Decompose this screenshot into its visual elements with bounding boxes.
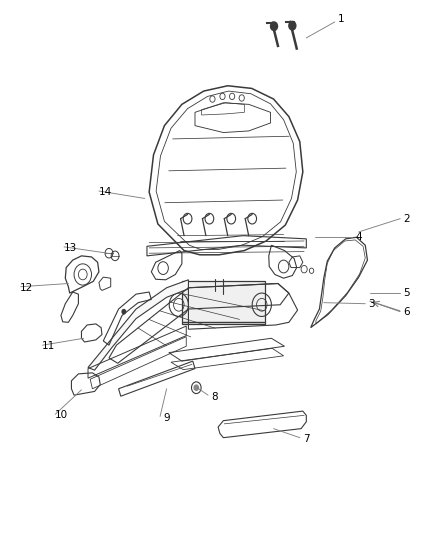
Text: 11: 11 [42, 341, 55, 351]
Text: 3: 3 [368, 298, 375, 309]
Circle shape [122, 310, 126, 314]
Polygon shape [88, 280, 188, 370]
Text: 10: 10 [55, 410, 68, 421]
Text: 14: 14 [99, 187, 112, 197]
Text: 6: 6 [403, 306, 410, 317]
Text: 12: 12 [20, 283, 34, 293]
Text: 2: 2 [403, 214, 410, 224]
Circle shape [289, 21, 296, 30]
Text: 8: 8 [211, 392, 218, 402]
Text: 13: 13 [64, 243, 77, 253]
Circle shape [194, 385, 198, 390]
Text: 1: 1 [338, 14, 345, 25]
Text: 7: 7 [303, 434, 310, 445]
Text: 9: 9 [163, 413, 170, 423]
Circle shape [271, 22, 278, 30]
Text: 5: 5 [403, 288, 410, 298]
FancyBboxPatch shape [182, 281, 265, 324]
Text: 4: 4 [355, 232, 362, 243]
